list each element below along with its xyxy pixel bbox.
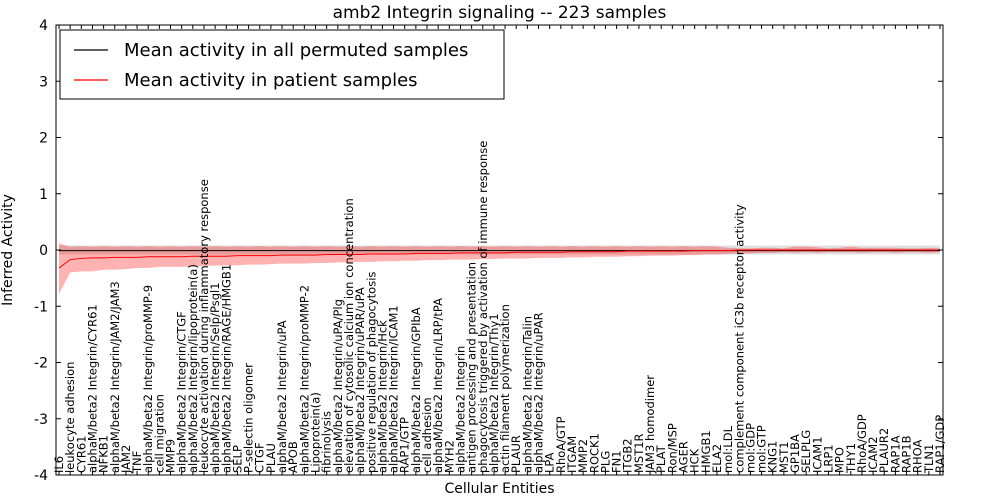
x-tick-label: Lipoprotein(a) xyxy=(308,392,322,473)
y-axis-label: Inferred Activity xyxy=(0,194,16,306)
x-tick-label: ELA2 xyxy=(710,444,724,473)
legend-label: Mean activity in patient samples xyxy=(124,70,418,91)
x-tick-label: alphaM/beta2 Integrin/GPIbA xyxy=(409,307,423,473)
x-tick-label: alphaM/beta2 Integrin/Hck xyxy=(375,320,389,473)
x-tick-label: TNF xyxy=(130,451,144,474)
x-tick-label: PLAUR xyxy=(509,435,523,473)
x-tick-label: MPO xyxy=(833,447,847,473)
x-tick-label: complement component iC3b receptor activ… xyxy=(732,204,746,473)
x-tick-label: HMGB1 xyxy=(699,430,713,473)
x-tick-label: SELP xyxy=(230,445,244,473)
x-tick-label: KNG1 xyxy=(766,441,780,473)
x-axis-label: Cellular Entities xyxy=(444,481,554,497)
x-tick-label: cell migration xyxy=(152,394,166,473)
x-tick-label: LPA xyxy=(543,452,557,473)
x-tick-label: GP1BA xyxy=(788,434,802,473)
patient-band xyxy=(59,243,940,294)
x-tick-label: RAP1A xyxy=(888,435,902,473)
x-tick-label: fibrinolysis xyxy=(320,411,334,473)
legend-box xyxy=(59,29,505,100)
x-tick-label: IL6 xyxy=(52,456,66,473)
chart-title: amb2 Integrin signaling -- 223 samples xyxy=(333,3,667,23)
x-tick-label: RHOA xyxy=(911,440,925,473)
x-tick-label: MMP2 xyxy=(576,439,590,473)
x-tick-label: elevation of cytosolic calcium ion conce… xyxy=(342,198,356,473)
x-tick-label: PLAT xyxy=(654,444,668,473)
x-tick-label: leukocyte adhesion xyxy=(63,362,77,473)
x-tick-label: AGER xyxy=(677,441,691,473)
x-tick-label: alphaM/beta2 Integrin/proMMP-2 xyxy=(297,285,311,473)
permuted-band xyxy=(59,245,940,255)
x-tick-label: alphaM/beta2 Integrin/Thy1 xyxy=(487,313,501,473)
x-tick-label: cell adhesion xyxy=(420,397,434,473)
x-tick-label: Ron/MSP xyxy=(665,423,679,473)
x-tick-label: alphaM/beta2 Integrin/lipoprotein(a) xyxy=(186,264,200,473)
x-tick-label: ICAM1 xyxy=(810,436,824,473)
y-tick-label: 0 xyxy=(39,243,48,259)
x-tick-label: THY1 xyxy=(844,443,858,474)
x-tick-label: RhoA/GDP xyxy=(855,414,869,473)
x-tick-label: ITGB2 xyxy=(621,438,635,473)
x-tick-label: alphaM/beta2 Integrin/uPAR/uPA xyxy=(353,287,367,473)
x-tick-label: RAP1/GTP xyxy=(398,417,412,473)
x-tick-label: alphaM/beta2 Integrin/CTGF xyxy=(175,311,189,473)
x-tick-label: PLG xyxy=(598,451,612,473)
x-tick-label: alphaM/beta2 Integrin/RAGE/HMGB1 xyxy=(219,264,233,473)
x-tick-label: JAM3 homodimer xyxy=(643,375,657,474)
y-tick-label: -2 xyxy=(34,356,48,372)
x-tick-label: mol:GTP xyxy=(755,425,769,473)
x-tick-label: MST1R xyxy=(632,433,646,473)
x-tick-label: PLAU xyxy=(264,443,278,473)
x-tick-label: P-selectin oligomer xyxy=(242,363,256,473)
x-tick-label: ICAM2 xyxy=(866,436,880,473)
x-tick-label: mol:LDL xyxy=(721,425,735,473)
x-tick-label: MMP9 xyxy=(164,439,178,473)
x-tick-label: alphaM/beta2 Integrin/Talin xyxy=(520,316,534,473)
x-tick-label: alphaM/beta2 Integrin/uPA/Plg xyxy=(331,299,345,473)
y-tick-label: -1 xyxy=(34,299,48,315)
x-tick-label: ROCK1 xyxy=(587,433,601,473)
x-tick-label: positive regulation of phagocytosis xyxy=(364,272,378,473)
y-tick-label: 2 xyxy=(39,131,48,147)
x-tick-label: actin filament polymerization xyxy=(498,304,512,473)
x-tick-label: alphaM/beta2 Integrin/uPAR xyxy=(532,312,546,473)
x-tick-label: ITGAM xyxy=(565,436,579,473)
x-tick-label: APOB xyxy=(286,441,300,473)
x-tick-label: NFKB1 xyxy=(97,435,111,473)
x-tick-label: alphaM/beta2 Integrin/Selp/Psgl1 xyxy=(208,282,222,473)
y-tick-label: 3 xyxy=(39,74,48,90)
y-tick-label: 1 xyxy=(39,187,48,203)
x-tick-label: JAM2 xyxy=(119,445,133,474)
x-tick-label: alphaM/beta2 Integrin/CYR61 xyxy=(85,304,99,473)
x-tick-label: alphaM/beta2 Integrin/proMMP-9 xyxy=(141,285,155,473)
y-tick-label: -4 xyxy=(34,468,48,484)
patient-mean-line xyxy=(58,249,940,269)
y-tick-label: 4 xyxy=(39,18,48,34)
x-tick-label: CYR61 xyxy=(74,436,88,473)
y-tick-label: -3 xyxy=(34,412,48,428)
x-tick-label: alphaM/beta2 Integrin/uPA xyxy=(275,320,289,473)
x-tick-label: alphaM/beta2 Integrin/ICAM1 xyxy=(387,305,401,473)
x-tick-label: alphaM/beta2 Integrin xyxy=(453,346,467,473)
x-tick-label: RAP1/GDP xyxy=(933,415,947,473)
x-tick-label: alphaM/beta2 Integrin/JAM2/JAM3 xyxy=(108,281,122,473)
x-tick-label: HCK xyxy=(688,448,702,473)
x-tick-label: phagocytosis triggered by activation of … xyxy=(476,141,490,473)
x-tick-label: CTGF xyxy=(253,442,267,473)
x-tick-label: TLN1 xyxy=(922,444,936,474)
x-tick-label: SELPLG xyxy=(799,430,813,473)
x-tick-label: mol:GDP xyxy=(743,423,757,473)
x-tick-label: MYH2 xyxy=(442,440,456,473)
x-tick-label: antigen processing and presentation xyxy=(465,262,479,473)
legend-label: Mean activity in all permuted samples xyxy=(124,40,468,61)
x-tick-label: FN1 xyxy=(610,450,624,473)
x-tick-label: leukocyte activation during inflammatory… xyxy=(197,179,211,473)
x-tick-label: MST1 xyxy=(777,441,791,473)
x-tick-label: PLAUR2 xyxy=(877,428,891,473)
x-tick-label: alphaM/beta2 Integrin/LRP/tPA xyxy=(431,298,445,473)
x-tick-label: RhoA/GTP xyxy=(554,416,568,473)
x-tick-label: RAP1B xyxy=(900,435,914,473)
x-tick-label: LRP1 xyxy=(821,444,835,473)
